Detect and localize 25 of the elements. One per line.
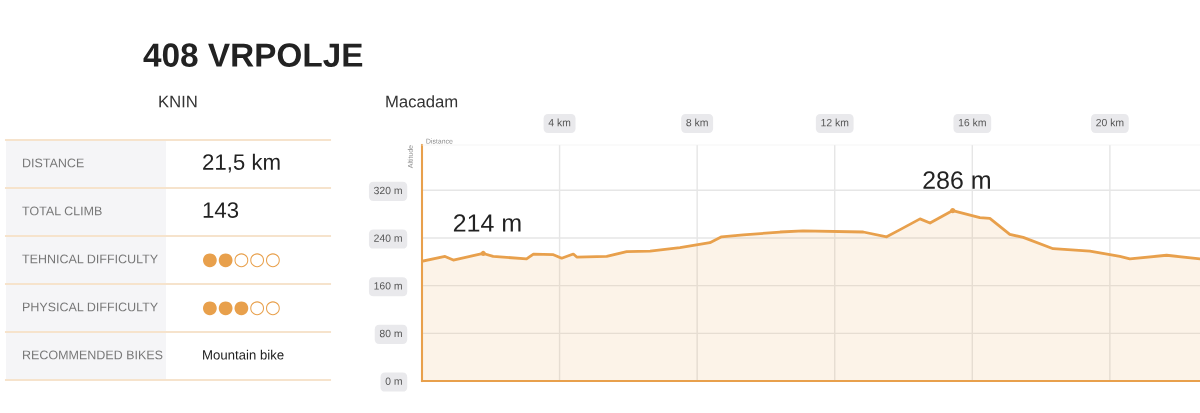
x-tick-label: 20 km (1096, 118, 1124, 127)
text: KNIN (159, 95, 197, 108)
text: 21,5 km (203, 153, 280, 173)
y-tick-label: 320 m (374, 186, 402, 195)
x-tick-label: 16 km (958, 118, 986, 127)
annotation: 286 m (923, 171, 990, 189)
text: Mountain bike (203, 349, 284, 360)
category-label: TEHNICAL DIFFICULTY (22, 254, 158, 264)
x-tick-label: 12 km (821, 118, 849, 127)
text: 408 VRPOLJE (143, 43, 363, 67)
annotation: 214 m (453, 214, 521, 232)
category-label: DISTANCE (23, 158, 84, 168)
text: 143 (203, 202, 239, 218)
y-tick-label: 240 m (374, 234, 402, 242)
category-label: PHYSICAL DIFFICULTY (23, 302, 158, 312)
text: Macadam (386, 95, 458, 108)
y-tick-label: 80 m (379, 329, 402, 338)
text: ●●○○○ (202, 253, 280, 268)
category-label: RECOMMENDED BIKES (23, 350, 163, 360)
x-tick-label: 8 km (686, 118, 708, 127)
text: ●●●○○ (202, 301, 280, 316)
category-label: TOTAL CLIMB (22, 206, 102, 216)
x-tick-label: 4 km (548, 118, 571, 127)
y-tick-label: 0 m (385, 377, 402, 385)
y-tick-label: 160 m (374, 282, 402, 290)
